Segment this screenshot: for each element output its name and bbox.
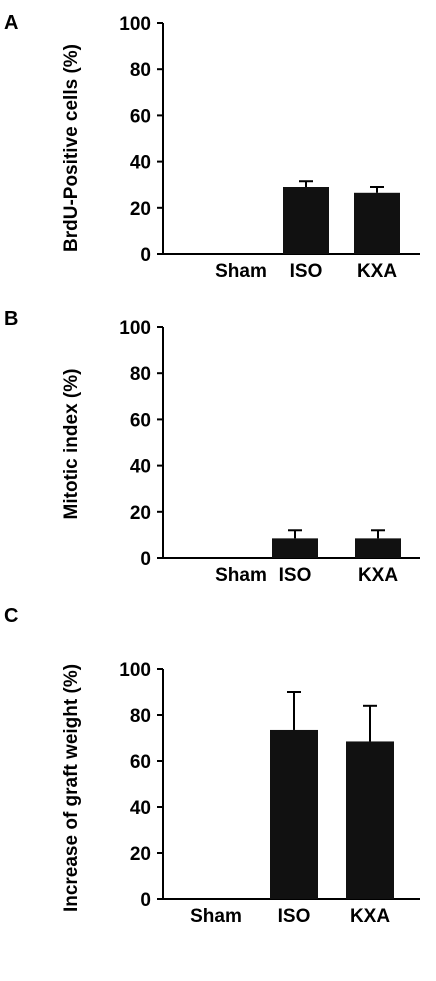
y-tick-label: 40: [130, 153, 151, 174]
category-label: ISO: [278, 906, 311, 927]
y-axis-label-a: BrdU-Positive cells (%): [61, 44, 82, 252]
category-label: Sham: [215, 565, 267, 586]
y-tick-label: 0: [140, 549, 151, 570]
y-tick-label: 0: [140, 245, 151, 266]
category-label: ISO: [279, 565, 312, 586]
y-tick-label: 0: [140, 890, 151, 911]
y-tick-label: 80: [130, 364, 151, 385]
y-tick-label: 100: [119, 14, 151, 35]
bar: [270, 729, 318, 899]
panel-c: C Increase of graft weight (%) 0 20 40 60 80…: [4, 605, 420, 927]
y-tick-label: 40: [130, 798, 151, 819]
category-label: KXA: [358, 565, 398, 586]
y-tick-label: 60: [130, 752, 151, 773]
panel-b: B Mitotic index (%) 0 20 40 60 80 100 Sham ISO K…: [4, 308, 420, 586]
y-tick-label: 100: [119, 318, 151, 339]
bar: [355, 538, 401, 558]
y-tick-label: 100: [119, 660, 151, 681]
category-label: ISO: [290, 261, 323, 282]
bar: [354, 192, 400, 254]
y-tick-label: 20: [130, 503, 151, 524]
category-label: KXA: [357, 261, 397, 282]
panel-letter-a: A: [4, 12, 18, 34]
y-tick-label: 20: [130, 844, 151, 865]
bar: [272, 538, 318, 558]
panel-letter-b: B: [4, 308, 18, 330]
y-axis-label-b: Mitotic index (%): [61, 369, 82, 520]
bar: [346, 741, 394, 899]
y-tick-label: 80: [130, 60, 151, 81]
panel-letter-c: C: [4, 605, 18, 627]
y-tick-label: 20: [130, 199, 151, 220]
y-axis-label-c: Increase of graft weight (%): [61, 664, 82, 912]
panel-a: A BrdU-Positive cells (%) 0 20 40 60 80 100 Sh…: [4, 12, 420, 282]
category-label: KXA: [350, 906, 390, 927]
category-label: Sham: [190, 906, 242, 927]
y-tick-label: 80: [130, 706, 151, 727]
chart-b-plot: 0 20 40 60 80 100 Sham ISO KXA: [119, 318, 420, 586]
bar: [283, 187, 329, 254]
category-label: Sham: [215, 261, 267, 282]
y-tick-label: 60: [130, 410, 151, 431]
y-tick-label: 60: [130, 106, 151, 127]
chart-c-plot: 0 20 40 60 80 100 Sham ISO KXA: [119, 660, 420, 927]
y-tick-label: 40: [130, 457, 151, 478]
chart-a-plot: 0 20 40 60 80 100 Sham ISO KXA: [119, 14, 420, 282]
